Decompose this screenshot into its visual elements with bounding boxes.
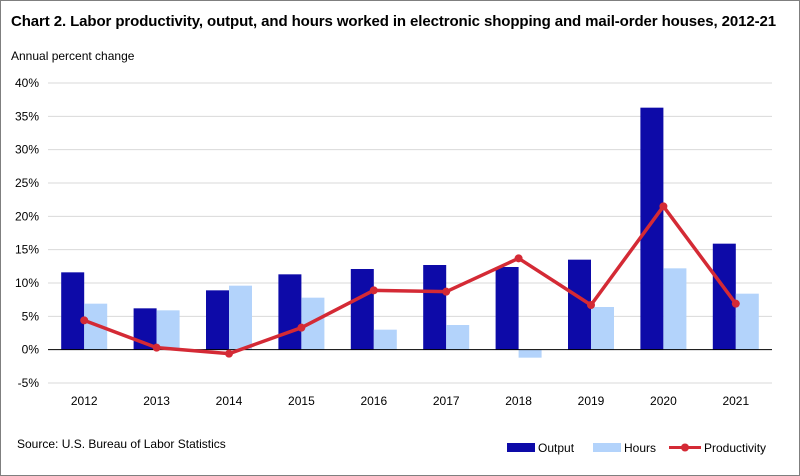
x-tick-label: 2013 xyxy=(143,394,170,408)
legend-label-hours: Hours xyxy=(624,441,656,455)
legend-swatch-productivity-marker xyxy=(681,443,689,452)
legend-swatch-hours xyxy=(593,443,621,452)
y-tick-label: 10% xyxy=(15,276,39,290)
productivity-point xyxy=(225,349,233,358)
bar-output xyxy=(568,259,591,350)
x-tick-label: 2021 xyxy=(722,394,749,408)
productivity-point xyxy=(369,286,378,295)
y-axis-label: Annual percent change xyxy=(11,49,135,63)
bar-hours xyxy=(591,307,614,350)
productivity-point xyxy=(514,254,523,263)
y-tick-label: 25% xyxy=(15,176,39,190)
productivity-point xyxy=(297,323,306,332)
productivity-line xyxy=(80,202,740,358)
legend-label-output: Output xyxy=(538,441,575,455)
x-tick-label: 2016 xyxy=(360,394,387,408)
bar-output xyxy=(423,265,447,350)
x-tick-labels: 2012 2013 2014 2015 2016 2017 2018 2019 2020 2021 xyxy=(71,394,750,408)
x-tick-label: 2019 xyxy=(578,394,605,408)
y-tick-label: 20% xyxy=(15,209,39,223)
bar-hours xyxy=(446,325,470,350)
y-tick-labels: -5% 0% 5% 10% 15% 20% 25% 30% 35% 40% xyxy=(15,76,39,390)
productivity-point xyxy=(587,301,595,309)
bar-output xyxy=(61,272,85,350)
chart-title: Chart 2. Labor productivity, output, and… xyxy=(11,13,776,30)
source-note: Source: U.S. Bureau of Labor Statistics xyxy=(17,437,226,451)
bar-hours xyxy=(229,285,252,350)
productivity-polyline xyxy=(83,204,738,356)
bar-output xyxy=(495,267,519,350)
legend-label-productivity: Productivity xyxy=(704,441,766,455)
bar-output xyxy=(712,243,736,350)
y-tick-label: 5% xyxy=(22,309,40,323)
y-tick-label: 15% xyxy=(15,243,39,257)
y-tick-label: 0% xyxy=(22,343,40,357)
bar-output xyxy=(640,107,664,350)
y-tick-label: 35% xyxy=(15,109,39,123)
y-tick-label: 40% xyxy=(15,76,39,90)
productivity-point xyxy=(442,287,451,296)
x-tick-label: 2017 xyxy=(433,394,460,408)
legend-swatch-output xyxy=(507,443,535,452)
x-tick-label: 2012 xyxy=(71,394,98,408)
bars xyxy=(48,107,772,358)
bar-hours xyxy=(373,329,397,350)
productivity-point xyxy=(731,299,740,308)
y-tick-label: -5% xyxy=(18,376,40,390)
y-tick-label: 30% xyxy=(15,143,39,157)
bar-hours xyxy=(84,303,108,350)
bar-output xyxy=(278,274,302,350)
bar-output xyxy=(206,290,229,350)
bar-hours xyxy=(518,349,542,358)
x-tick-label: 2018 xyxy=(505,394,532,408)
productivity-point xyxy=(80,316,89,325)
productivity-point xyxy=(659,202,668,211)
bar-hours xyxy=(663,268,687,350)
bar-hours xyxy=(735,293,759,350)
bar-hours xyxy=(156,310,180,350)
productivity-point xyxy=(152,343,161,352)
x-tick-label: 2020 xyxy=(650,394,677,408)
bar-output xyxy=(350,269,374,350)
legend: Output Hours Productivity xyxy=(507,441,766,455)
x-tick-label: 2014 xyxy=(216,394,243,408)
x-tick-label: 2015 xyxy=(288,394,315,408)
